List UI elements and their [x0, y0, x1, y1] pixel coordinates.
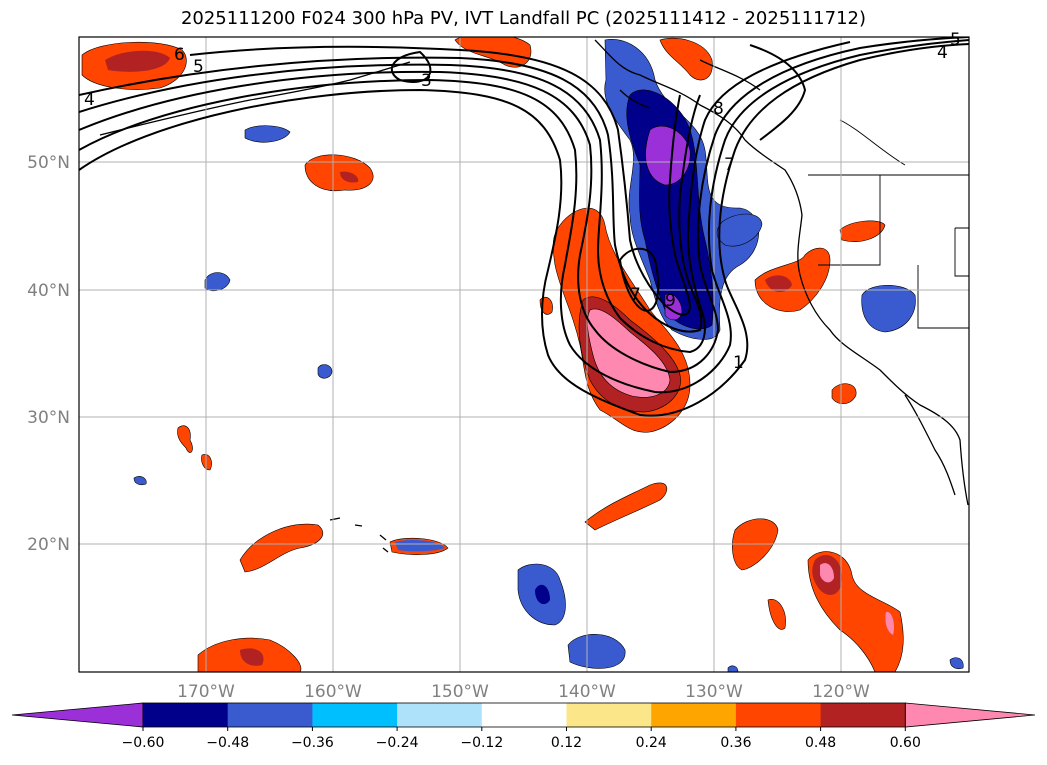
contour-label: 5: [193, 57, 204, 77]
colorbar-bin: [820, 703, 906, 727]
colorbar-bin: [397, 703, 483, 727]
contour-line: [79, 43, 969, 417]
aleutian-chain: [99, 61, 411, 136]
lat-label: 20°N: [27, 535, 70, 555]
contour-label: 1: [733, 353, 744, 373]
baja-coastline: [904, 394, 956, 496]
contour-labels: 6 5 4 3 5 4 8 7 7 9 1: [84, 30, 961, 373]
north-america-coastline: [594, 39, 969, 506]
lon-label: 130°W: [685, 682, 743, 702]
lon-label: 150°W: [431, 682, 489, 702]
latitude-labels: 50°N 40°N 30°N 20°N: [27, 153, 70, 555]
colorbar-tick-label: −0.24: [376, 735, 419, 751]
map-title: 2025111200 F024 300 hPa PV, IVT Landfall…: [180, 8, 867, 29]
lat-label: 40°N: [27, 281, 70, 301]
contour-line: [79, 37, 969, 374]
contour-line: [79, 39, 969, 394]
lon-label: 140°W: [558, 682, 616, 702]
colorbar-bin: [566, 703, 652, 727]
contour-line: [749, 44, 807, 141]
contour-label: 4: [84, 90, 95, 110]
lat-label: 50°N: [27, 153, 70, 173]
colorbar-bin: [143, 703, 229, 727]
map-frame: [78, 36, 970, 673]
colorbar-frame: [142, 702, 906, 728]
colorbar-bin: [735, 703, 822, 727]
contour-label: 4: [937, 43, 948, 63]
colorbar-bin: [651, 703, 737, 727]
contour-label: 7: [630, 285, 641, 305]
colorbar-tick-label: −0.36: [291, 735, 334, 751]
contour-line: [189, 45, 692, 316]
graticule: [79, 37, 969, 672]
contour-line: [390, 50, 432, 83]
colorbar-extend-low: [11, 702, 144, 728]
colorbar-tick-label: 0.24: [636, 735, 667, 751]
contour-label: 3: [421, 71, 432, 91]
contour-label: 6: [174, 45, 185, 65]
lat-label: 30°N: [27, 408, 70, 428]
contour-line: [618, 247, 660, 312]
colorbar-tick-label: −0.60: [122, 735, 165, 751]
contour-label: 9: [665, 291, 676, 311]
colorbar: −0.60 −0.48 −0.36 −0.24 −0.12 0.12 0.24 0.36 0.4…: [11, 702, 1036, 751]
hawaii-islands: [329, 517, 389, 553]
colorbar-tick-label: −0.48: [206, 735, 249, 751]
longitude-labels: 170°W 160°W 150°W 140°W 130°W 120°W: [177, 682, 870, 702]
anomaly-positive-region: [754, 247, 831, 312]
contour-label: 5: [950, 30, 961, 50]
ivt-contours: [79, 37, 969, 417]
colorbar-bin: [312, 703, 398, 727]
contour-label: 7: [724, 155, 735, 175]
colorbar-extend-high: [904, 702, 1036, 728]
colorbar-tick-label: 0.36: [720, 735, 751, 751]
contour-line: [79, 41, 851, 354]
lon-label: 120°W: [812, 682, 870, 702]
anomaly-negative-region: [244, 125, 291, 143]
lon-label: 160°W: [304, 682, 362, 702]
colorbar-tick-label: −0.12: [460, 735, 503, 751]
colorbar-bin: [227, 703, 313, 727]
colorbar-bin: [481, 703, 567, 727]
colorbar-tick-label: 0.60: [890, 735, 921, 751]
contour-line: [79, 56, 703, 333]
political-borders: [808, 119, 969, 329]
coastlines: [99, 39, 969, 553]
colorbar-tick-label: 0.12: [551, 735, 582, 751]
contour-label: 8: [713, 99, 724, 119]
colorbar-tick-label: 0.48: [805, 735, 836, 751]
lon-label: 170°W: [177, 682, 235, 702]
